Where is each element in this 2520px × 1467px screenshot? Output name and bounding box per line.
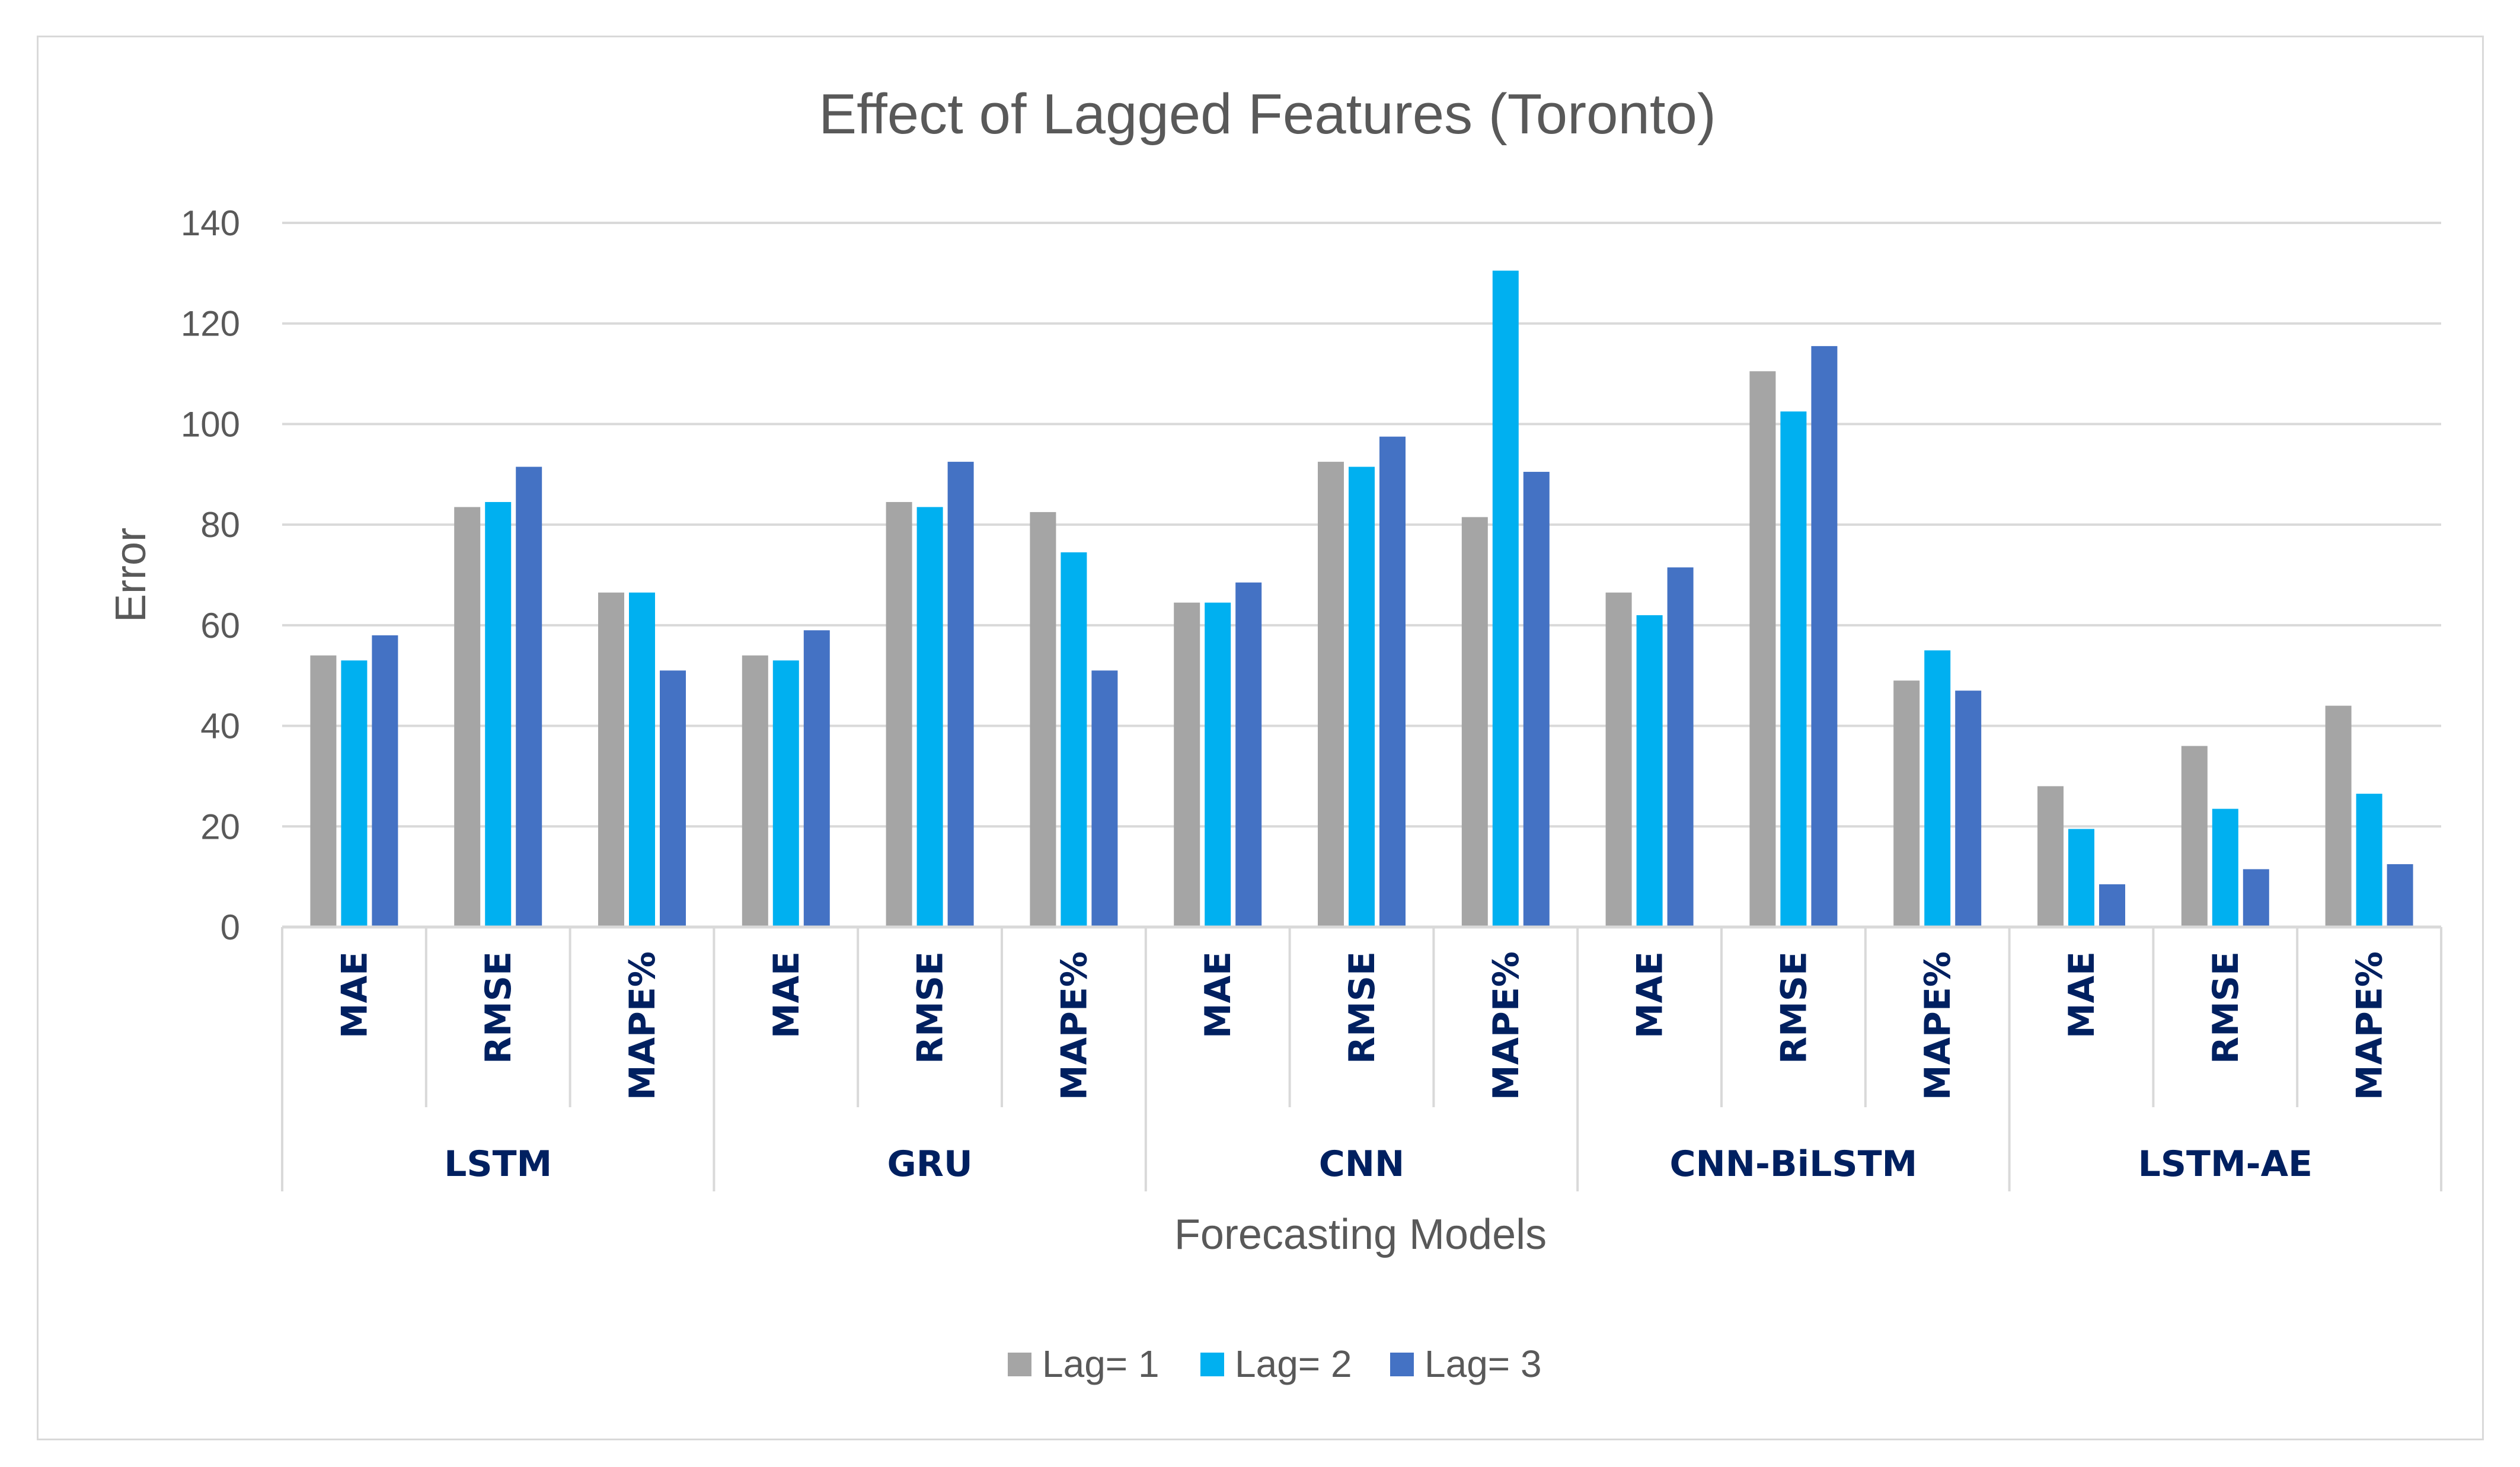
model-labels: LSTM GRU CNN CNN-BiLSTM LSTM-AE [444, 1143, 2313, 1185]
y-tick-label: 0 [221, 907, 240, 947]
bar [1636, 615, 1663, 927]
y-axis-title: Error [107, 528, 155, 622]
group-label: CNN [1319, 1143, 1404, 1185]
bar [1749, 371, 1776, 927]
bar [886, 501, 912, 927]
bar [1893, 680, 1920, 927]
x-tick-label: MAE [2061, 951, 2103, 1038]
bar [2181, 746, 2208, 927]
bar [1030, 512, 1056, 927]
bar [947, 462, 974, 927]
x-tick-label: MAE [334, 951, 375, 1038]
bar [2356, 794, 2382, 927]
bar [1780, 411, 1807, 927]
bar [772, 660, 799, 927]
y-tick-label: 80 [200, 505, 240, 545]
bars [310, 270, 2413, 928]
bar [598, 592, 624, 927]
y-axis-ticks: 0 20 40 60 80 100 120 140 [181, 203, 240, 947]
bar [1318, 462, 1344, 927]
group-label: GRU [887, 1143, 973, 1185]
bar [1061, 552, 1087, 927]
bar [341, 660, 368, 927]
bar [1492, 270, 1519, 928]
x-tick-label: MAE [766, 951, 807, 1038]
bar [1955, 691, 1982, 927]
bar [1924, 650, 1951, 927]
x-tick-label: RMSE [478, 951, 519, 1064]
bar [516, 466, 542, 927]
group-label: LSTM-AE [2138, 1143, 2313, 1185]
x-tick-label: MAPE% [1486, 951, 1527, 1100]
bar [2099, 884, 2125, 927]
x-tick-label: MAPE% [1917, 951, 1959, 1100]
bar [916, 507, 943, 927]
bar [1205, 602, 1231, 927]
bar [372, 635, 398, 927]
bar [2037, 786, 2064, 927]
y-tick-label: 100 [181, 404, 240, 444]
bar [2068, 829, 2094, 927]
bar [1379, 436, 1406, 927]
y-tick-label: 60 [200, 606, 240, 645]
bar [2387, 864, 2413, 927]
bar [803, 630, 830, 927]
x-tick-label: MAE [1197, 951, 1239, 1038]
y-tick-label: 140 [181, 203, 240, 243]
x-tick-label: RMSE [2205, 951, 2247, 1064]
bar [2243, 869, 2269, 927]
x-tick-label: RMSE [910, 951, 951, 1064]
x-tick-label: MAE [1630, 951, 1671, 1038]
bar [1461, 517, 1488, 927]
chart-title: Effect of Lagged Features (Toronto) [819, 82, 1716, 146]
bar [454, 507, 481, 927]
y-tick-label: 20 [200, 807, 240, 846]
bar [1235, 582, 1262, 927]
bar [1523, 472, 1550, 927]
x-tick-label: RMSE [1342, 951, 1383, 1064]
y-tick-label: 120 [181, 304, 240, 344]
x-tick-label: MAPE% [622, 951, 663, 1100]
bar [1349, 466, 1375, 927]
legend-label[interactable]: Lag= 1 [1042, 1343, 1160, 1385]
bar [2212, 808, 2238, 927]
bar [1667, 567, 1694, 927]
legend-label[interactable]: Lag= 2 [1235, 1343, 1352, 1385]
x-axis-title: Forecasting Models [1174, 1211, 1547, 1258]
bar [2325, 705, 2352, 927]
bar [1174, 602, 1200, 927]
bar [629, 592, 655, 927]
x-axis [281, 925, 2442, 1191]
bar [310, 655, 337, 927]
legend[interactable]: Lag= 1 Lag= 2 Lag= 3 [1008, 1343, 1542, 1385]
bar [1091, 670, 1118, 927]
legend-swatch[interactable] [1200, 1353, 1224, 1376]
bar [742, 655, 768, 927]
metric-labels: MAE RMSE MAPE% MAE RMSE MAPE% MAE RMSE MAPE% MAE R… [334, 951, 2390, 1100]
group-label: LSTM [444, 1143, 552, 1185]
y-tick-label: 40 [200, 707, 240, 746]
legend-swatch[interactable] [1008, 1353, 1031, 1376]
legend-swatch[interactable] [1390, 1353, 1414, 1376]
bar [1811, 346, 1838, 927]
x-tick-label: RMSE [1773, 951, 1815, 1064]
x-tick-label: MAPE% [1053, 951, 1095, 1100]
bar [660, 670, 686, 927]
bar [1605, 592, 1632, 927]
bar [485, 501, 512, 927]
group-label: CNN-BiLSTM [1670, 1143, 1918, 1185]
x-tick-label: MAPE% [2349, 951, 2391, 1100]
legend-label[interactable]: Lag= 3 [1425, 1343, 1542, 1385]
